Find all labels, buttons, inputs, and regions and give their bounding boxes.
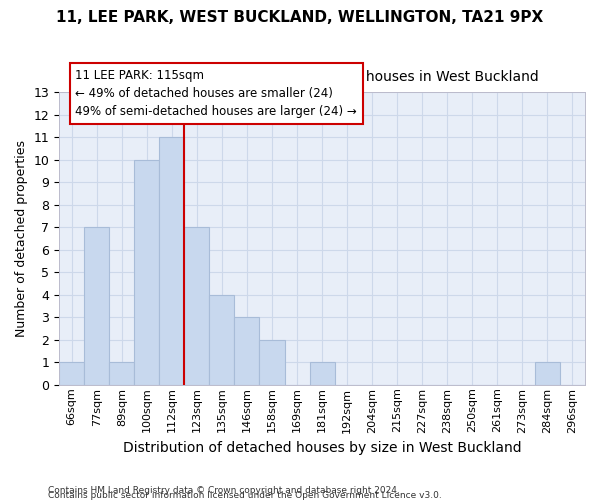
X-axis label: Distribution of detached houses by size in West Buckland: Distribution of detached houses by size … [123, 441, 521, 455]
Title: Size of property relative to detached houses in West Buckland: Size of property relative to detached ho… [106, 70, 538, 84]
Bar [84, 227, 109, 385]
Bar [310, 362, 335, 385]
Text: 11 LEE PARK: 115sqm
← 49% of detached houses are smaller (24)
49% of semi-detach: 11 LEE PARK: 115sqm ← 49% of detached ho… [76, 69, 357, 118]
Bar [134, 160, 160, 385]
Bar [535, 362, 560, 385]
Bar [184, 227, 209, 385]
Text: Contains HM Land Registry data © Crown copyright and database right 2024.: Contains HM Land Registry data © Crown c… [48, 486, 400, 495]
Text: 11, LEE PARK, WEST BUCKLAND, WELLINGTON, TA21 9PX: 11, LEE PARK, WEST BUCKLAND, WELLINGTON,… [56, 10, 544, 25]
Bar [209, 294, 235, 385]
Bar [109, 362, 134, 385]
Bar [235, 317, 259, 385]
Bar [59, 362, 84, 385]
Bar [259, 340, 284, 385]
Y-axis label: Number of detached properties: Number of detached properties [15, 140, 28, 337]
Bar [160, 137, 184, 385]
Text: Contains public sector information licensed under the Open Government Licence v3: Contains public sector information licen… [48, 491, 442, 500]
